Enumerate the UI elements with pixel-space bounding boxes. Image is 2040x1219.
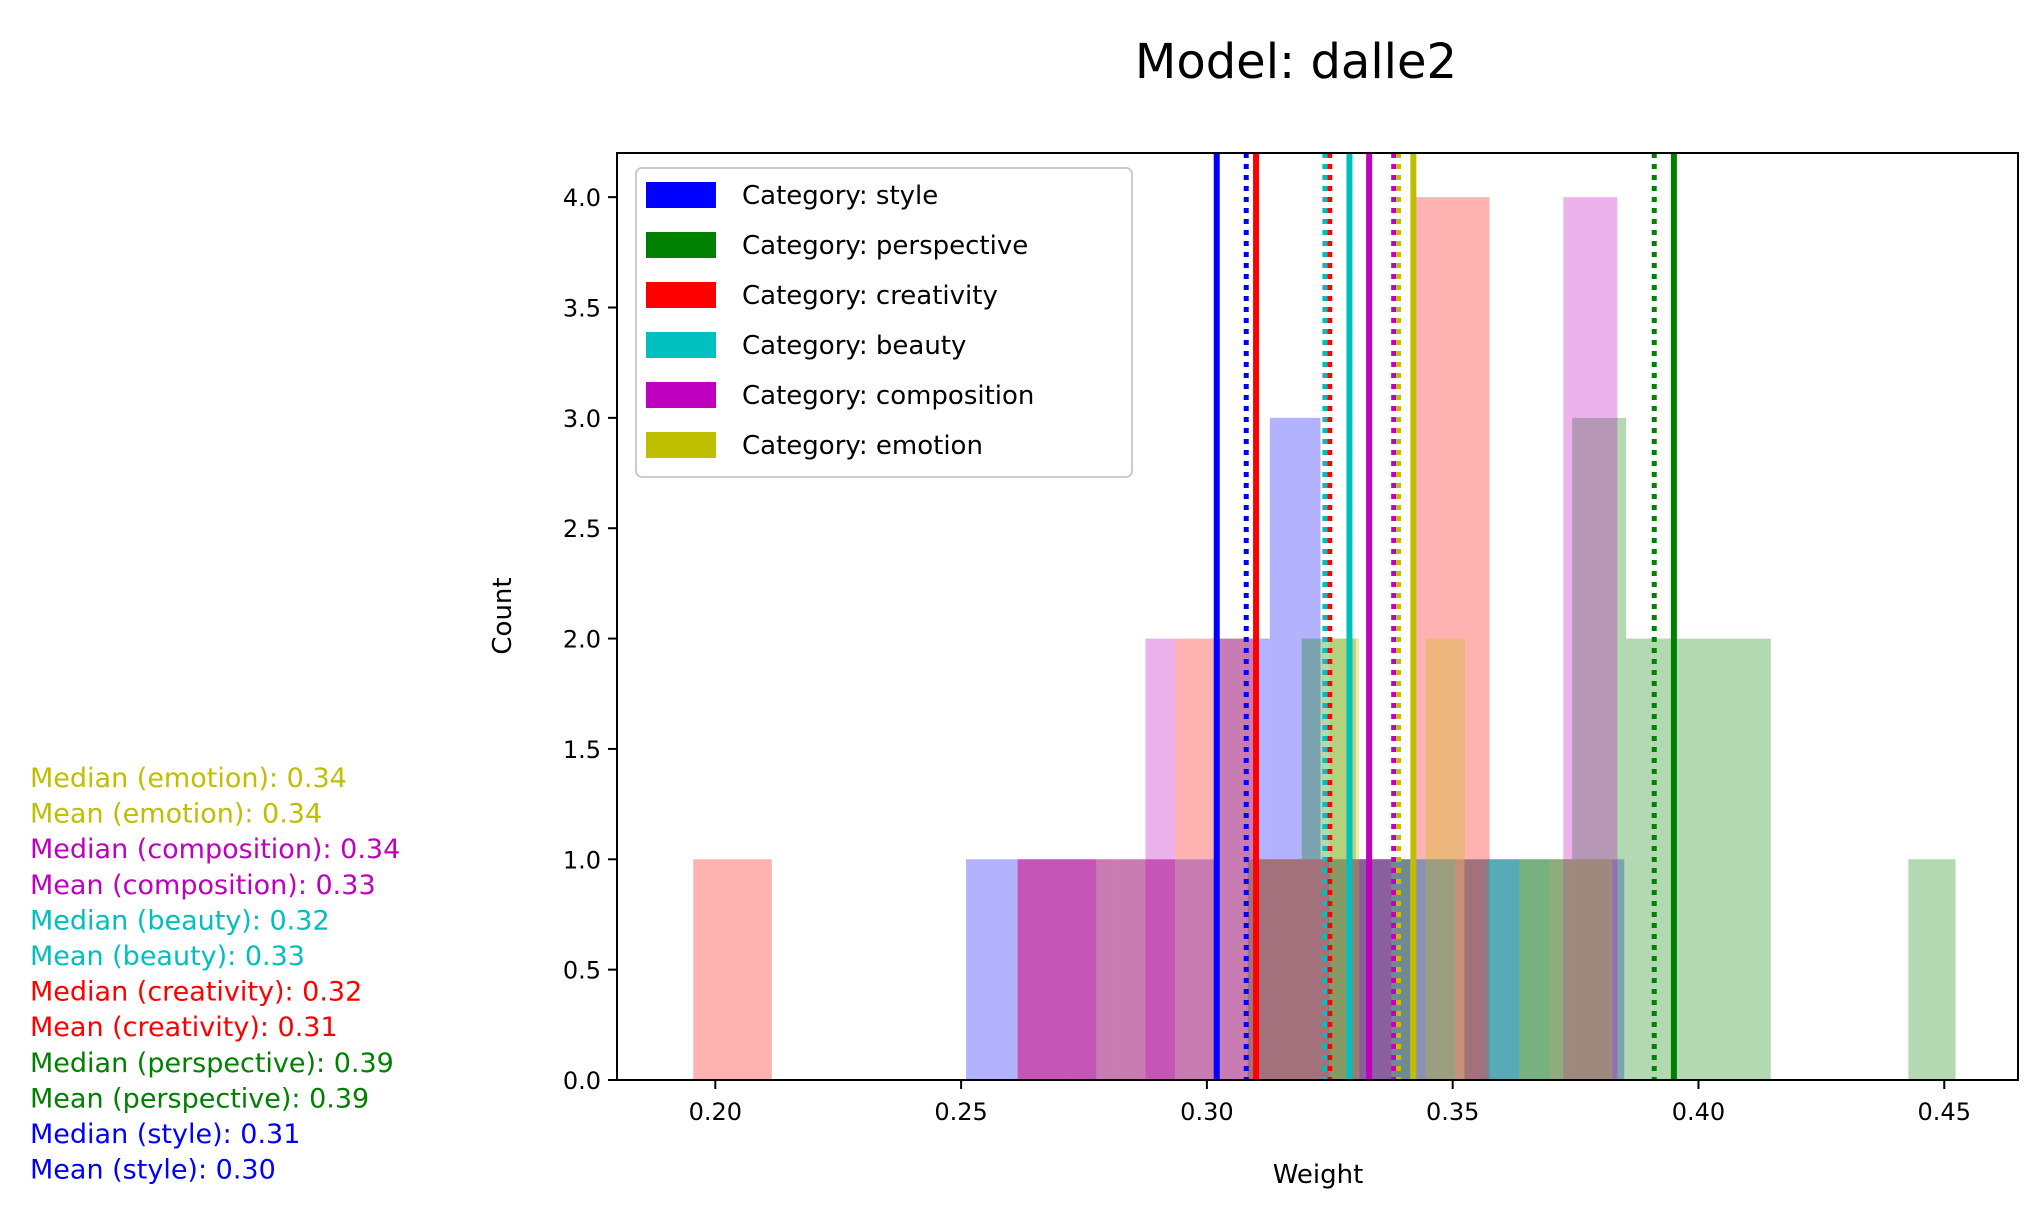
x-tick-label: 0.35 <box>1426 1098 1479 1126</box>
median-text-perspective: Median (perspective): 0.39 <box>30 1048 394 1079</box>
legend-swatch-beauty <box>646 332 716 358</box>
mean-text-creativity: Mean (creativity): 0.31 <box>30 1012 338 1043</box>
legend-swatch-emotion <box>646 432 716 458</box>
mean-text-perspective: Mean (perspective): 0.39 <box>30 1083 369 1114</box>
bar-perspective <box>1572 417 1627 1080</box>
bars-layer <box>693 197 1956 1081</box>
median-text-emotion: Median (emotion): 0.34 <box>30 763 347 794</box>
y-tick-label: 3.5 <box>563 295 601 323</box>
x-tick-label: 0.40 <box>1672 1098 1725 1126</box>
bar-style <box>1573 859 1625 1080</box>
x-axis: 0.20 0.25 0.30 0.35 0.40 0.45 <box>689 1080 1971 1126</box>
legend-swatch-composition <box>646 382 716 408</box>
bar-emotion <box>1519 859 1564 1080</box>
bar-style <box>966 859 1017 1080</box>
stats-annotation: Median (emotion): 0.34 Mean (emotion): 0.… <box>30 763 400 1186</box>
bar-style <box>1117 859 1169 1080</box>
legend-label-composition: Category: composition <box>742 381 1034 411</box>
bar-perspective <box>1518 859 1573 1080</box>
y-tick-label: 4.0 <box>563 184 601 212</box>
x-tick-label: 0.20 <box>689 1098 742 1126</box>
bar-perspective <box>1680 638 1735 1080</box>
bar-emotion <box>1563 859 1613 1080</box>
bar-composition <box>1145 638 1175 1080</box>
plot-area <box>616 152 2019 1081</box>
y-tick-label: 3.0 <box>563 405 601 433</box>
legend-swatch-style <box>646 182 716 208</box>
bar-perspective <box>1463 859 1519 1080</box>
x-tick-label: 0.25 <box>934 1098 987 1126</box>
bar-style <box>1168 859 1220 1080</box>
legend-entries: Category: style Category: perspective Cate… <box>646 181 1034 461</box>
stat-lines-layer <box>1213 153 1677 1080</box>
legend: Category: style Category: perspective Cate… <box>635 167 1133 478</box>
bar-creativity <box>1410 197 1490 1081</box>
legend-swatch-perspective <box>646 232 716 258</box>
legend-label-style: Category: style <box>742 181 938 211</box>
y-axis-label: Count <box>488 577 518 654</box>
legend-swatch-creativity <box>646 282 716 308</box>
mean-text-composition: Mean (composition): 0.33 <box>30 870 376 901</box>
bar-beauty <box>1517 859 1550 1080</box>
y-tick-label: 0.5 <box>563 957 601 985</box>
bar-beauty <box>1328 859 1361 1080</box>
chart-title: Model: dalle2 <box>1135 34 1457 90</box>
bar-creativity <box>1253 859 1333 1080</box>
bar-perspective <box>1908 859 1956 1080</box>
median-text-style: Median (style): 0.31 <box>30 1119 300 1150</box>
x-tick-label: 0.30 <box>1180 1098 1233 1126</box>
y-axis: 0.0 0.5 1.0 1.5 2.0 2.5 3.0 3.5 4.0 <box>563 184 617 1095</box>
bar-style <box>1421 859 1473 1080</box>
mean-text-emotion: Mean (emotion): 0.34 <box>30 799 322 830</box>
bar-style <box>1067 859 1118 1080</box>
bar-creativity <box>1017 859 1097 1080</box>
bar-creativity <box>1096 859 1175 1080</box>
legend-label-perspective: Category: perspective <box>742 231 1028 261</box>
median-text-beauty: Median (beauty): 0.32 <box>30 905 330 936</box>
y-tick-label: 2.5 <box>563 515 601 543</box>
bar-beauty <box>1360 859 1392 1080</box>
legend-label-creativity: Category: creativity <box>742 281 998 311</box>
bar-perspective <box>1734 638 1771 1080</box>
bar-composition <box>1017 859 1097 1080</box>
bar-style <box>1472 859 1523 1080</box>
legend-label-beauty: Category: beauty <box>742 331 966 361</box>
mean-text-beauty: Mean (beauty): 0.33 <box>30 941 305 972</box>
axes-frame <box>616 152 2019 1081</box>
y-tick-label: 1.5 <box>563 736 601 764</box>
median-text-creativity: Median (creativity): 0.32 <box>30 977 362 1008</box>
x-axis-label: Weight <box>1273 1160 1364 1190</box>
bar-style <box>1269 417 1321 1080</box>
bar-composition <box>1563 197 1618 1081</box>
bar-creativity <box>693 859 772 1080</box>
bar-emotion <box>1425 638 1465 1080</box>
x-tick-label: 0.45 <box>1918 1098 1971 1126</box>
mean-text-style: Mean (style): 0.30 <box>30 1155 276 1186</box>
bar-beauty <box>1423 859 1455 1080</box>
legend-box <box>635 167 1133 478</box>
y-tick-label: 2.0 <box>563 626 601 654</box>
bar-style <box>1522 859 1574 1080</box>
y-tick-label: 0.0 <box>563 1067 601 1095</box>
bar-style <box>1016 859 1068 1080</box>
legend-label-emotion: Category: emotion <box>742 431 983 461</box>
bar-beauty <box>1486 859 1518 1080</box>
bar-emotion <box>1329 638 1360 1080</box>
median-text-composition: Median (composition): 0.34 <box>30 834 400 865</box>
y-tick-label: 1.0 <box>563 846 601 874</box>
